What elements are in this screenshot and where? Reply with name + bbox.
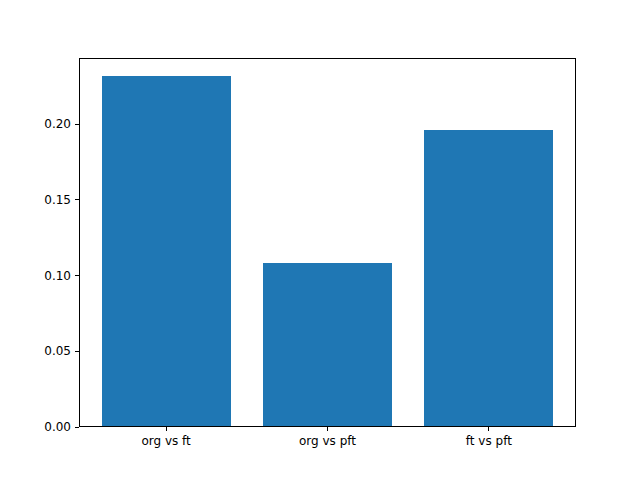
x-tick-mark bbox=[488, 427, 489, 431]
x-tick-label: org vs ft bbox=[141, 434, 190, 448]
y-tick-label: 0.20 bbox=[0, 117, 71, 131]
plot-area bbox=[79, 58, 576, 427]
y-tick-mark bbox=[75, 199, 79, 200]
y-tick-mark bbox=[75, 351, 79, 352]
x-tick-label: org vs pft bbox=[299, 434, 356, 448]
y-tick-label: 0.00 bbox=[0, 420, 71, 434]
y-tick-mark bbox=[75, 124, 79, 125]
y-tick-mark bbox=[75, 275, 79, 276]
x-tick-label: ft vs pft bbox=[466, 434, 512, 448]
x-tick-mark bbox=[327, 427, 328, 431]
x-tick-mark bbox=[166, 427, 167, 431]
y-tick-label: 0.15 bbox=[0, 193, 71, 207]
y-tick-mark bbox=[75, 427, 79, 428]
y-tick-label: 0.05 bbox=[0, 344, 71, 358]
y-tick-label: 0.10 bbox=[0, 269, 71, 283]
bar-chart-figure: 0.00 0.05 0.10 0.15 0.20 org vs ft org vs pft f… bbox=[0, 0, 640, 480]
